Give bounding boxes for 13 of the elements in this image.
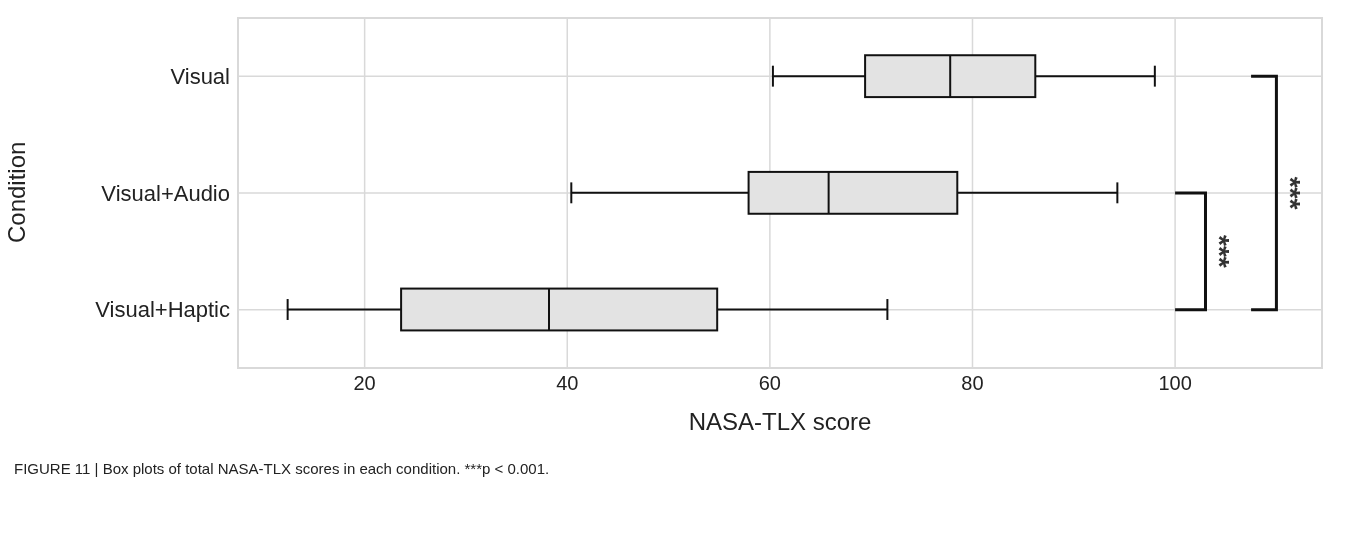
x-tick-label: 20 <box>353 372 376 395</box>
x-tick-label: 60 <box>758 372 781 395</box>
y-tick-label: Visual <box>170 64 230 90</box>
x-tick-label: 40 <box>556 372 579 395</box>
x-axis-title: NASA-TLX score <box>688 408 872 435</box>
x-tick-label: 100 <box>1158 372 1192 395</box>
annotation: *** <box>1204 234 1235 268</box>
y-tick-label: Visual+Audio <box>101 180 230 206</box>
x-tick-label: 80 <box>961 372 984 395</box>
annotation: *** <box>1274 176 1306 210</box>
y-axis-title: Condition <box>2 141 30 243</box>
caption: FIGURE 11 | Box plots of total NASA-TLX scores in each condition. ***p < 0.001. <box>13 460 551 477</box>
y-tick-label: Visual+Haptic <box>95 297 230 323</box>
